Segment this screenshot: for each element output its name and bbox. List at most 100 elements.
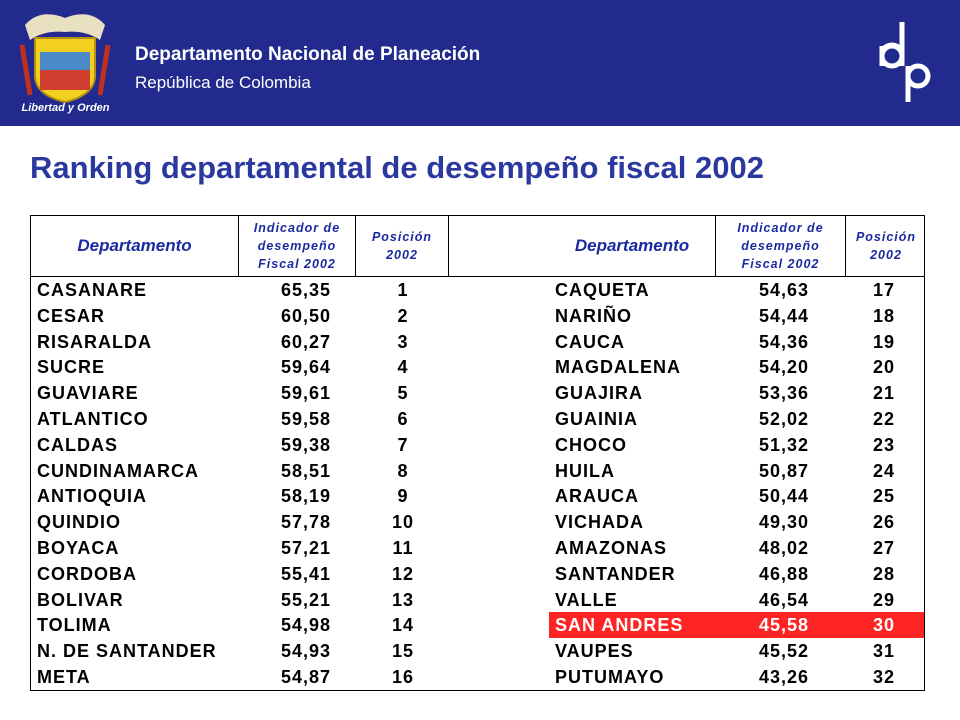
header-line: Fiscal 2002 <box>258 257 336 271</box>
header-line: Indicador de <box>737 221 824 235</box>
position: 13 <box>391 589 415 610</box>
position: 4 <box>397 357 409 378</box>
position: 22 <box>872 409 896 429</box>
header-line: 2002 <box>386 248 418 262</box>
dept-name: CALDAS <box>37 434 118 455</box>
dept-name: HUILA <box>555 460 615 481</box>
column-header: Posición 2002 <box>356 216 449 276</box>
dept-name: ARAUCA <box>555 486 639 507</box>
dept-name: CAQUETA <box>555 280 650 300</box>
indicator: 60,27 <box>280 331 332 352</box>
position: 17 <box>872 280 896 300</box>
indicator: 55,41 <box>280 563 332 584</box>
indicator: 58,51 <box>280 460 332 481</box>
dept-name: GUAINIA <box>555 409 638 429</box>
indicator: 57,78 <box>280 512 332 533</box>
dept-name: GUAVIARE <box>37 383 139 404</box>
indicator: 54,63 <box>758 280 810 300</box>
title: Ranking departamental de desempeño fisca… <box>30 150 764 185</box>
row-highlight <box>549 612 924 639</box>
position: 8 <box>397 460 409 481</box>
position: 12 <box>391 563 415 584</box>
dept-name: SANTANDER <box>555 563 676 584</box>
position: 7 <box>397 434 409 455</box>
indicator: 43,26 <box>758 667 810 687</box>
dept-name: CUNDINAMARCA <box>37 460 199 481</box>
indicator: 55,21 <box>280 589 332 610</box>
dnp-logo <box>879 22 931 102</box>
header-rule <box>31 276 924 277</box>
indicator: 54,87 <box>280 667 332 687</box>
indicator: 60,50 <box>280 305 332 326</box>
dept-name: NARIÑO <box>555 305 632 326</box>
dept-name: ATLANTICO <box>37 409 149 429</box>
indicator: 59,38 <box>280 434 332 455</box>
position: 5 <box>397 383 409 404</box>
country: República de Colombia <box>135 73 311 92</box>
position: 6 <box>397 409 409 429</box>
indicator: 45,58 <box>758 615 810 636</box>
position: 31 <box>872 641 896 662</box>
dept-name: BOLIVAR <box>37 589 124 610</box>
dept-name: RISARALDA <box>37 331 152 352</box>
header-line: Posición <box>855 230 917 244</box>
indicator: 49,30 <box>758 512 810 533</box>
header-line: Posición <box>371 230 433 244</box>
position: 11 <box>392 538 414 558</box>
position: 1 <box>397 280 409 300</box>
position: 24 <box>872 460 896 481</box>
indicator: 54,20 <box>758 357 810 378</box>
dept-name: N. DE SANTANDER <box>37 641 217 662</box>
dept-name: CASANARE <box>37 280 148 300</box>
header-line: desempeño <box>741 239 820 253</box>
column-header: Indicador de desempeño Fiscal 2002 <box>716 216 846 276</box>
header-line: Indicador de <box>253 221 341 235</box>
position: 25 <box>872 486 896 507</box>
header-line: Fiscal 2002 <box>741 257 820 271</box>
indicator: 54,98 <box>280 615 332 636</box>
org-name: Departamento Nacional de Planeación <box>135 44 481 65</box>
position: 18 <box>872 305 896 326</box>
indicator: 57,21 <box>280 538 332 558</box>
indicator: 58,19 <box>280 486 332 507</box>
ranking-table: Departamento Indicador de desempeño Fiscal … <box>30 215 925 691</box>
position: 30 <box>872 615 896 636</box>
indicator: 54,44 <box>758 305 810 326</box>
dept-name: VALLE <box>555 589 618 610</box>
dept-name: BOYACA <box>37 538 120 558</box>
position: 29 <box>872 589 896 610</box>
indicator: 59,61 <box>280 383 332 404</box>
indicator: 59,58 <box>280 409 332 429</box>
indicator: 46,88 <box>758 563 810 584</box>
header-band <box>0 0 960 126</box>
indicator: 53,36 <box>758 383 810 404</box>
indicator: 46,54 <box>758 589 810 610</box>
dept-name: SAN ANDRES <box>555 615 684 636</box>
indicator: 45,52 <box>758 641 810 662</box>
header-line: 2002 <box>870 248 902 262</box>
dept-name: META <box>37 667 91 687</box>
dept-name: VICHADA <box>555 512 645 533</box>
dept-name: TOLIMA <box>37 615 112 636</box>
dept-name: QUINDIO <box>37 512 122 533</box>
indicator: 59,64 <box>280 357 332 378</box>
dept-name: AMAZONAS <box>555 538 667 558</box>
position: 27 <box>872 538 896 558</box>
dept-name: MAGDALENA <box>555 357 681 378</box>
dept-name: VAUPES <box>555 641 634 662</box>
position: 14 <box>391 615 415 636</box>
dept-name: CESAR <box>37 305 106 326</box>
indicator: 50,87 <box>758 460 810 481</box>
position: 19 <box>872 331 896 352</box>
indicator: 54,36 <box>758 331 810 352</box>
column-header: Departamento <box>31 216 239 276</box>
header-line: desempeño <box>257 239 337 253</box>
column-header: Indicador de desempeño Fiscal 2002 <box>239 216 356 276</box>
indicator: 48,02 <box>758 538 810 558</box>
position: 20 <box>872 357 896 378</box>
position: 21 <box>872 383 896 404</box>
dept-name: CHOCO <box>555 434 627 455</box>
motto: Libertad y Orden <box>21 102 110 114</box>
dept-name: SUCRE <box>37 357 106 378</box>
